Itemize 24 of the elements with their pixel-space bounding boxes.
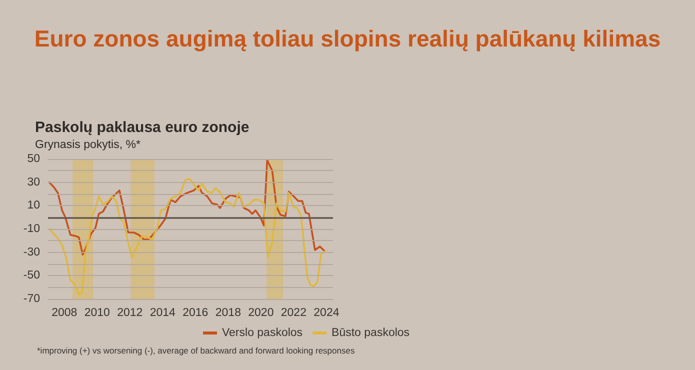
text: *improving (+) vs worsening (-), average of backward and forward looking responses bbox=[37, 346, 355, 356]
x-tick-label: 2016 bbox=[182, 307, 208, 319]
y-tick-label: -10 bbox=[23, 223, 40, 235]
x-tick-label: 2024 bbox=[314, 307, 340, 319]
chart-subtitle: Paskolų paklausa euro zonoje bbox=[35, 119, 250, 136]
y-tick-label: 50 bbox=[27, 153, 40, 165]
y-tick-label: 30 bbox=[27, 176, 40, 188]
x-tick-label: 2020 bbox=[248, 307, 274, 319]
legend-label: Būsto paskolos bbox=[332, 327, 410, 339]
line-series bbox=[48, 159, 326, 256]
x-tick-label: 2008 bbox=[52, 307, 78, 319]
x-tick-label: 2010 bbox=[84, 307, 110, 319]
y-tick-label: -50 bbox=[23, 270, 40, 282]
x-tick-label: 2014 bbox=[150, 307, 176, 319]
y-tick-label: 10 bbox=[27, 200, 40, 212]
line-series bbox=[48, 178, 327, 296]
legend-label: Verslo paskolos bbox=[222, 327, 303, 339]
y-tick-label: -70 bbox=[23, 293, 40, 305]
y-axis-title: Grynasis pokytis, %* bbox=[35, 139, 141, 151]
y-tick-label: -30 bbox=[23, 246, 40, 258]
chart-title: Euro zonos augimą toliau slopins realių palūkanų kilimas bbox=[34, 26, 661, 52]
x-tick-label: 2022 bbox=[280, 307, 306, 319]
x-tick-label: 2012 bbox=[117, 307, 143, 319]
x-tick-label: 2018 bbox=[215, 307, 241, 319]
